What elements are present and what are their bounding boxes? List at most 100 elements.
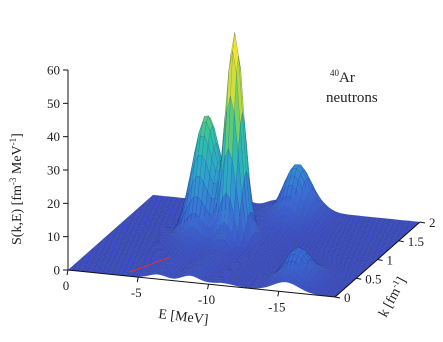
surface-cell [231, 267, 238, 270]
surface-cell [182, 250, 190, 255]
surface-cell [315, 207, 322, 217]
surface-cell [207, 272, 215, 277]
surface-cell [313, 259, 320, 267]
surface-cell [246, 274, 253, 278]
surface-cell [116, 239, 124, 243]
surface-cell [116, 262, 124, 266]
k-tick-mark [334, 296, 341, 299]
surface-cell [141, 210, 148, 214]
surface-cell [218, 263, 225, 267]
surface-cell [174, 259, 181, 263]
surface-cell [164, 212, 171, 216]
surface-cell [80, 256, 88, 260]
k-tick-label: 0.5 [365, 271, 381, 286]
surface-cell [254, 216, 261, 233]
surface-cell [160, 227, 168, 230]
surface-cell [243, 264, 250, 268]
surface-cell [230, 271, 238, 274]
surface-cell [245, 278, 253, 282]
surface-cell [203, 251, 211, 256]
surface-cell [323, 218, 330, 224]
surface-cell [209, 158, 216, 185]
surface-cell [197, 255, 205, 258]
surface-cell [168, 226, 176, 230]
surface-cell [149, 203, 157, 206]
surface-cell [181, 216, 189, 234]
surface-cell [169, 242, 177, 249]
surface-cell [209, 270, 217, 275]
z-tick-label: 20 [47, 196, 60, 211]
surface-cell [179, 228, 187, 241]
surface-cell [121, 269, 129, 272]
e-tick-mark [277, 291, 280, 297]
surface-cell [240, 112, 247, 179]
surface-cell [142, 235, 149, 239]
surface-cell [199, 200, 206, 223]
k-tick-mark [419, 221, 426, 224]
e-tick-mark [136, 277, 139, 283]
surface-cell [303, 196, 310, 212]
surface-cell [147, 238, 155, 241]
surface-cell [270, 260, 278, 264]
surface-cell [133, 266, 141, 269]
surface-cell [247, 239, 254, 248]
surface-cell [172, 205, 180, 208]
surface-cell [170, 233, 177, 243]
k-tick-mark [356, 277, 362, 280]
surface-cell [136, 237, 144, 240]
surface-cell [74, 262, 81, 265]
z-tick-label: 10 [47, 229, 60, 244]
surface-cell [240, 275, 247, 279]
surface-cell [153, 222, 161, 225]
surface-cell [150, 228, 158, 231]
surface-cell [238, 253, 246, 257]
surface-cell [105, 242, 112, 246]
surface-cell [332, 281, 339, 285]
e-tick-mark [66, 269, 69, 276]
surface-cell [319, 232, 327, 236]
surface-cell [175, 243, 183, 250]
surface-cell [96, 249, 104, 253]
surface-cell [330, 256, 338, 260]
surface-cell [154, 247, 162, 250]
surface-cell [226, 255, 234, 260]
surface-cell [275, 248, 283, 252]
surface-cell [146, 250, 154, 254]
surface-cell [248, 267, 256, 271]
surface-cell [241, 278, 249, 282]
surface-cell [185, 236, 192, 244]
surface-cell [127, 215, 134, 219]
surface-cell [240, 251, 248, 255]
surface-cell [161, 214, 169, 218]
z-tick-label: 60 [47, 63, 60, 78]
surface-cell [176, 205, 183, 209]
surface-cell [175, 262, 183, 266]
surface-cell [314, 189, 321, 201]
surface-cell [130, 219, 138, 223]
surface-cell [85, 259, 93, 262]
surface-cell [129, 265, 137, 269]
surface-cell [82, 254, 90, 258]
surface-cell [226, 51, 233, 112]
surface-cell [133, 243, 141, 246]
surface-cell [147, 204, 155, 208]
surface-cell [79, 264, 87, 268]
surface-cell [183, 260, 191, 264]
particle-label: neutrons [326, 90, 378, 106]
surface-cell [335, 271, 342, 274]
surface-cell [132, 259, 139, 263]
surface-cell [138, 268, 146, 272]
surface-cell [251, 256, 259, 260]
surface-cell [121, 250, 129, 253]
surface-cell [147, 227, 154, 231]
surface-cell [164, 242, 172, 248]
surface-cell [213, 272, 221, 275]
surface-cell [214, 255, 222, 260]
surface-cell [216, 253, 224, 258]
surface-cell [121, 265, 129, 268]
surface-cell [340, 278, 347, 282]
surface-cell [205, 274, 212, 278]
surface-cell [153, 203, 161, 207]
e-tick-label: -10 [198, 292, 215, 307]
